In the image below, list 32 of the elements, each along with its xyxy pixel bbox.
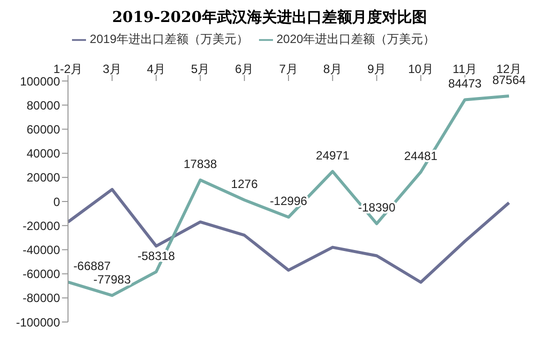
x-tick-label: 6月 bbox=[235, 62, 254, 76]
x-tick-label: 8月 bbox=[323, 62, 342, 76]
x-tick-label: 10月 bbox=[408, 62, 434, 76]
y-tick-label: 80000 bbox=[26, 98, 60, 112]
y-tick-label: 60000 bbox=[26, 122, 60, 136]
data-label: 24971 bbox=[316, 148, 350, 162]
x-tick-label: 3月 bbox=[102, 62, 122, 76]
line-series bbox=[66, 94, 510, 297]
y-tick-label: -80000 bbox=[22, 291, 60, 306]
y-tick-label: -60000 bbox=[22, 267, 60, 282]
y-tick-label: -100000 bbox=[16, 315, 60, 330]
x-tick-label: 5月 bbox=[190, 62, 210, 76]
data-label: 1276 bbox=[231, 176, 258, 191]
x-tick-label: 7月 bbox=[279, 62, 298, 76]
y-tick-label: -40000 bbox=[22, 242, 60, 257]
chart-title: 2019-2020年武汉海关进出口差额月度对比图 bbox=[111, 8, 428, 27]
y-tick-label: 0 bbox=[53, 194, 60, 209]
y-tick-label: 40000 bbox=[26, 146, 60, 161]
y-tick-label: 20000 bbox=[26, 170, 60, 185]
legend-label: 2020年进出口差额（万美元） bbox=[276, 32, 436, 46]
line-series bbox=[66, 188, 510, 284]
x-tick-label: 1-2月 bbox=[53, 62, 83, 76]
x-tick-label: 9月 bbox=[367, 62, 386, 76]
y-tick-label: -20000 bbox=[22, 218, 60, 233]
y-tick-label: 100000 bbox=[20, 74, 60, 88]
data-label: 84473 bbox=[448, 76, 482, 91]
data-label: -66887 bbox=[73, 259, 112, 274]
data-label: 17838 bbox=[184, 157, 218, 172]
data-label: -77983 bbox=[93, 272, 132, 286]
legend-label: 2019年进出口差额（万美元） bbox=[90, 32, 248, 46]
x-tick-label: 4月 bbox=[146, 62, 166, 76]
x-tick-label: 11月 bbox=[452, 62, 478, 76]
